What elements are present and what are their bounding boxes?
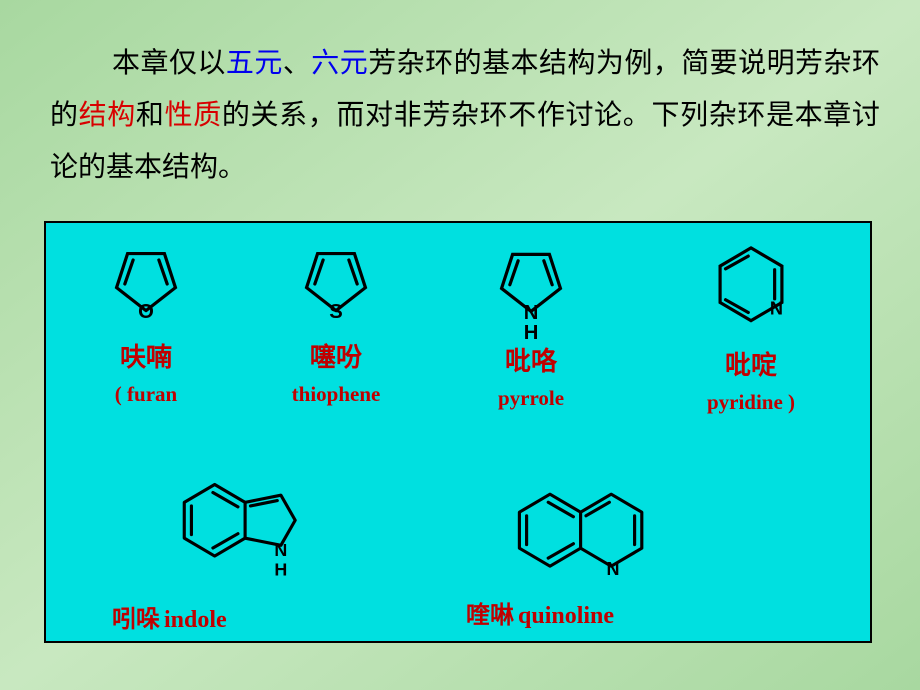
furan-zh: 呋喃 — [46, 337, 246, 374]
svg-text:S: S — [329, 301, 343, 323]
pyrrole-en: pyrrole — [426, 386, 636, 411]
structures-box: O 呋喃 ( furan S 噻吩 thiophene — [44, 221, 872, 643]
svg-text:O: O — [138, 301, 154, 323]
indole-en: indole — [164, 607, 227, 633]
quinoline-en: quinoline — [518, 603, 614, 629]
thiophene-en: thiophene — [236, 382, 436, 407]
quinoline-icon: N — [496, 473, 676, 591]
svg-text:H: H — [274, 560, 287, 580]
pyrrole-zh: 吡咯 — [426, 341, 636, 378]
seg1: 本章仅以 — [112, 48, 226, 79]
cell-furan: O 呋喃 ( furan — [46, 223, 246, 407]
cell-pyrrole: N H 吡咯 pyrrole — [426, 223, 636, 411]
cell-pyridine: N 吡啶 pyridine ) — [636, 223, 866, 415]
svg-text:N: N — [770, 298, 783, 318]
indole-icon: N H — [161, 467, 331, 595]
row-2: N H 吲哚 indole — [46, 463, 870, 643]
quinoline-zh: 喹啉 — [466, 603, 514, 629]
cell-thiophene: S 噻吩 thiophene — [236, 223, 436, 407]
seg7: 和 — [136, 100, 165, 131]
cell-quinoline: N 喹啉 quinoline — [426, 463, 746, 630]
seg6: 结构 — [79, 100, 136, 131]
pyridine-en: pyridine ) — [636, 390, 866, 415]
intro-paragraph: 本章仅以五元、六元芳杂环的基本结构为例，简要说明芳杂环的结构和性质的关系，而对非… — [50, 38, 880, 193]
furan-icon: O — [100, 237, 192, 329]
row-1: O 呋喃 ( furan S 噻吩 thiophene — [46, 223, 870, 453]
pyrrole-icon: N H — [485, 237, 577, 349]
svg-text:N: N — [274, 540, 287, 560]
seg3: 、 — [283, 48, 311, 79]
cell-indole: N H 吲哚 indole — [86, 463, 406, 634]
seg4: 六元 — [311, 48, 368, 79]
seg8: 性质 — [165, 100, 222, 131]
svg-text:N: N — [607, 559, 620, 579]
seg2: 五元 — [226, 48, 283, 79]
furan-en: ( furan — [46, 382, 246, 407]
thiophene-icon: S — [290, 237, 382, 329]
svg-text:N: N — [524, 302, 539, 324]
indole-zh: 吲哚 — [112, 607, 160, 633]
pyridine-icon: N — [705, 237, 797, 337]
thiophene-zh: 噻吩 — [236, 337, 436, 374]
pyridine-zh: 吡啶 — [636, 345, 866, 382]
